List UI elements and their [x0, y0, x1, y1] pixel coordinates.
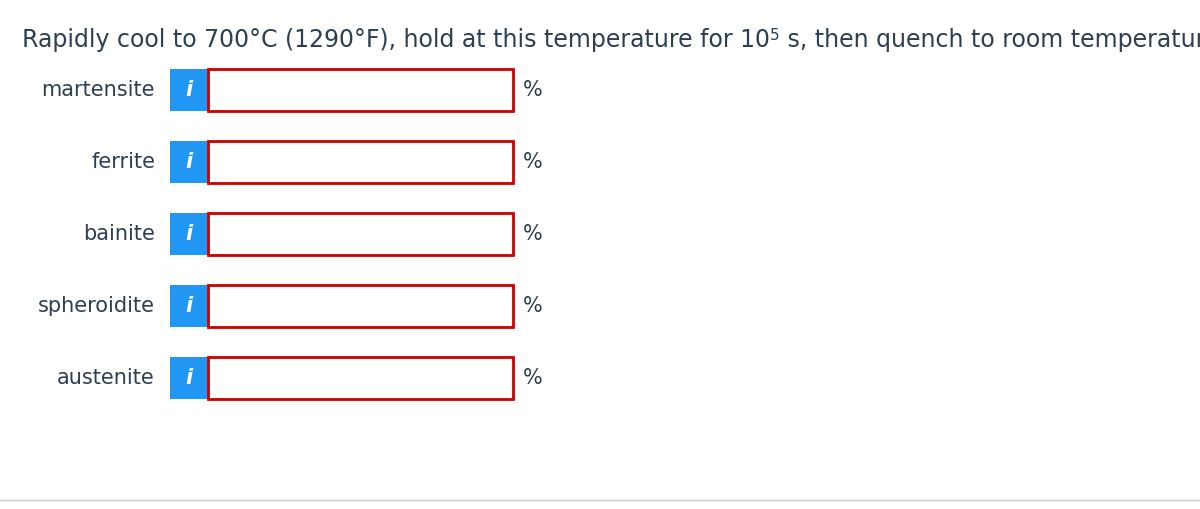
Bar — [208, 213, 514, 255]
Text: i: i — [186, 368, 192, 388]
Text: austenite: austenite — [58, 368, 155, 388]
Text: %: % — [523, 296, 542, 316]
Text: %: % — [523, 80, 542, 100]
Text: 5: 5 — [770, 28, 780, 43]
Bar — [170, 69, 208, 111]
Text: i: i — [186, 152, 192, 172]
Text: i: i — [186, 224, 192, 244]
Text: martensite: martensite — [42, 80, 155, 100]
Text: %: % — [523, 152, 542, 172]
Bar — [170, 357, 208, 399]
Text: %: % — [523, 368, 542, 388]
Text: %: % — [523, 224, 542, 244]
Bar — [208, 357, 514, 399]
Bar — [170, 285, 208, 327]
Text: i: i — [186, 80, 192, 100]
Text: i: i — [186, 296, 192, 316]
Text: s, then quench to room temperature.: s, then quench to room temperature. — [780, 28, 1200, 52]
Bar — [208, 285, 514, 327]
Bar — [170, 141, 208, 183]
Bar — [208, 141, 514, 183]
Bar — [208, 69, 514, 111]
Bar — [170, 213, 208, 255]
Text: bainite: bainite — [83, 224, 155, 244]
Text: spheroidite: spheroidite — [38, 296, 155, 316]
Text: ferrite: ferrite — [91, 152, 155, 172]
Text: Rapidly cool to 700°C (1290°F), hold at this temperature for 10: Rapidly cool to 700°C (1290°F), hold at … — [22, 28, 770, 52]
